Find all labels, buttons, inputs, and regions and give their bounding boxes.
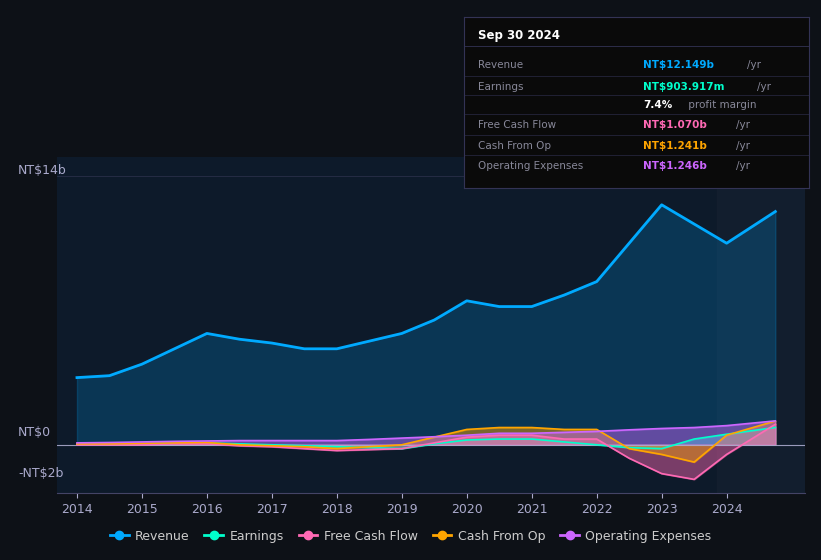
Text: 7.4%: 7.4% (643, 100, 672, 110)
Text: NT$1.241b: NT$1.241b (643, 141, 707, 151)
Text: Revenue: Revenue (478, 59, 523, 69)
Text: NT$0: NT$0 (18, 426, 51, 439)
Text: profit margin: profit margin (685, 100, 756, 110)
Text: /yr: /yr (757, 82, 771, 92)
Text: NT$903.917m: NT$903.917m (643, 82, 725, 92)
Bar (717, 157, 805, 493)
Text: NT$1.070b: NT$1.070b (643, 120, 707, 130)
Text: /yr: /yr (736, 120, 750, 130)
Text: /yr: /yr (736, 161, 750, 171)
Text: Sep 30 2024: Sep 30 2024 (478, 29, 560, 42)
Text: NT$12.149b: NT$12.149b (643, 59, 714, 69)
Text: NT$1.246b: NT$1.246b (643, 161, 707, 171)
Text: Earnings: Earnings (478, 82, 523, 92)
Text: Operating Expenses: Operating Expenses (478, 161, 583, 171)
Text: /yr: /yr (746, 59, 760, 69)
Text: NT$14b: NT$14b (18, 164, 67, 178)
Text: /yr: /yr (736, 141, 750, 151)
Text: -NT$2b: -NT$2b (18, 466, 63, 480)
Legend: Revenue, Earnings, Free Cash Flow, Cash From Op, Operating Expenses: Revenue, Earnings, Free Cash Flow, Cash … (105, 525, 716, 548)
Text: Cash From Op: Cash From Op (478, 141, 551, 151)
Text: Free Cash Flow: Free Cash Flow (478, 120, 556, 130)
